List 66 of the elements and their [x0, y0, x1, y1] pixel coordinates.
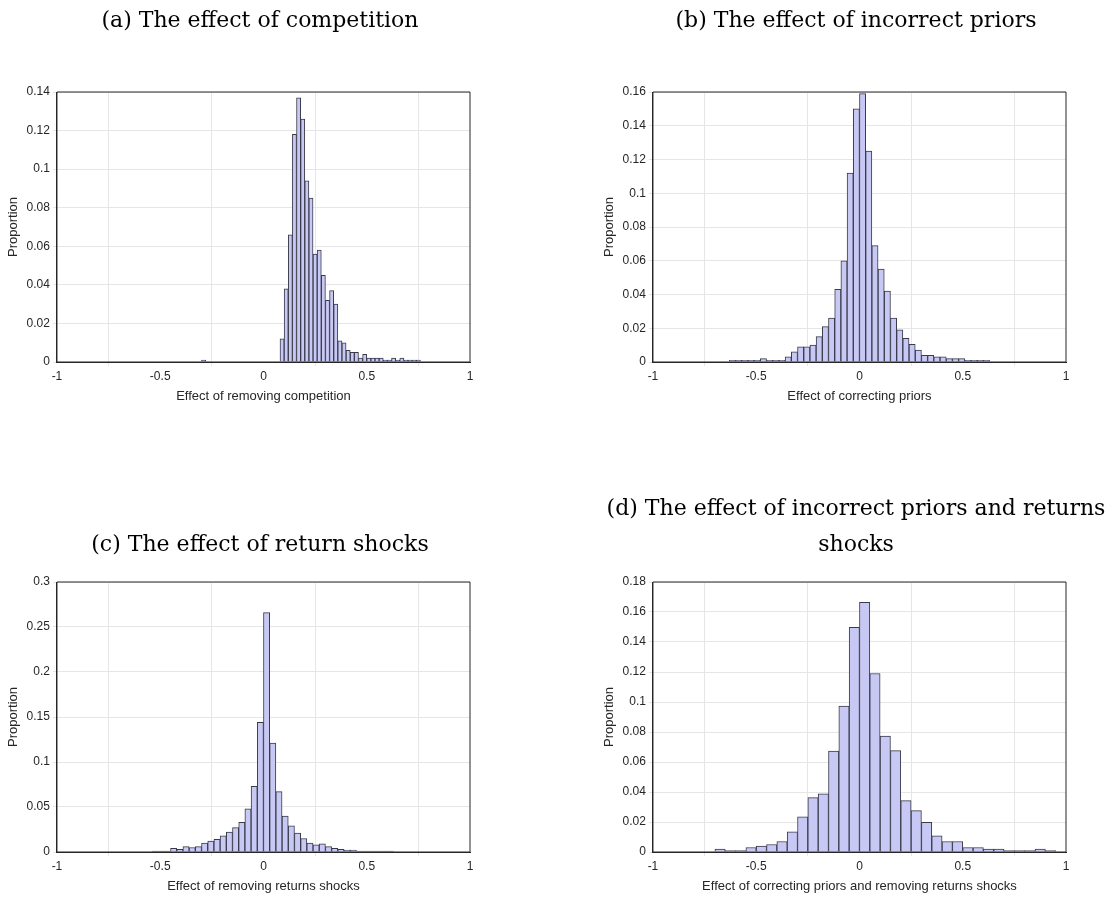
x-axis-title: Effect of correcting priors: [787, 387, 933, 403]
y-tick-label: 0.04: [622, 286, 647, 301]
x-tick-label: 0: [260, 368, 268, 383]
chart-title: (b) The effect of incorrect priors: [674, 6, 1038, 34]
x-tick-label: -1: [51, 858, 63, 873]
y-axis-title: Proportion: [5, 687, 21, 747]
y-tick-label: 0.06: [622, 253, 647, 268]
x-tick-label: 1: [466, 368, 474, 383]
y-tick-label: 0.15: [26, 709, 51, 724]
y-tick-label: 0: [43, 354, 51, 369]
y-tick-label: 0.06: [26, 238, 51, 253]
x-tick-label: 0: [856, 368, 864, 383]
x-tick-label: 1: [1062, 368, 1070, 383]
y-tick-label: 0.05: [26, 799, 51, 814]
y-tick-label: 0.1: [33, 754, 51, 769]
y-tick-label: 0.16: [622, 604, 647, 619]
y-tick-label: 0.1: [629, 185, 647, 200]
y-tick-label: 0.18: [622, 574, 647, 589]
x-tick-label: -1: [647, 368, 659, 383]
y-tick-label: 0.04: [622, 784, 647, 799]
x-axis-title: Effect of removing returns shocks: [167, 877, 361, 893]
y-tick-label: 0.16: [622, 84, 647, 99]
x-tick-label: 0.5: [954, 368, 972, 383]
y-tick-label: 0.02: [26, 315, 51, 330]
y-tick-label: 0.12: [622, 664, 647, 679]
y-tick-label: 0.12: [622, 151, 647, 166]
y-tick-label: 0.02: [622, 814, 647, 829]
chart-title: (c) The effect of return shocks: [90, 530, 430, 558]
y-tick-label: 0: [43, 844, 51, 859]
y-axis-title: Proportion: [5, 197, 21, 257]
y-tick-label: 0: [639, 354, 647, 369]
x-tick-label: -0.5: [149, 368, 171, 383]
x-tick-label: 0.5: [954, 858, 972, 873]
y-tick-label: 0.14: [26, 84, 51, 99]
x-tick-label: 0: [856, 858, 864, 873]
y-tick-label: 0.2: [33, 664, 51, 679]
y-tick-label: 0.1: [33, 161, 51, 176]
y-tick-label: 0.08: [622, 724, 647, 739]
x-tick-label: 0.5: [358, 858, 376, 873]
chart-title: (a) The effect of competition: [100, 6, 420, 34]
y-tick-label: 0.06: [622, 754, 647, 769]
x-tick-label: -0.5: [149, 858, 171, 873]
y-tick-label: 0.08: [26, 200, 51, 215]
x-tick-label: 1: [1062, 858, 1070, 873]
chart-title: (d) The effect of incorrect priors and returns shocks: [605, 494, 1107, 558]
y-tick-label: 0.14: [622, 118, 647, 133]
y-tick-label: 0.08: [622, 219, 647, 234]
x-tick-label: 0.5: [358, 368, 376, 383]
y-tick-label: 0.14: [622, 634, 647, 649]
x-tick-label: -0.5: [745, 368, 767, 383]
y-tick-label: 0.3: [33, 574, 51, 589]
y-tick-label: 0.25: [26, 619, 51, 634]
y-tick-label: 0.1: [629, 694, 647, 709]
y-axis-title: Proportion: [601, 197, 617, 257]
x-tick-label: -1: [51, 368, 63, 383]
x-axis-title: Effect of correcting priors and removing returns shocks: [702, 877, 1018, 893]
x-tick-label: 1: [466, 858, 474, 873]
x-tick-label: 0: [260, 858, 268, 873]
y-tick-label: 0.02: [622, 320, 647, 335]
x-tick-label: -0.5: [745, 858, 767, 873]
x-tick-label: -1: [647, 858, 659, 873]
y-tick-label: 0.12: [26, 122, 51, 137]
x-axis-title: Effect of removing competition: [176, 387, 351, 403]
y-tick-label: 0.04: [26, 277, 51, 292]
y-axis-title: Proportion: [601, 687, 617, 747]
y-tick-label: 0: [639, 844, 647, 859]
